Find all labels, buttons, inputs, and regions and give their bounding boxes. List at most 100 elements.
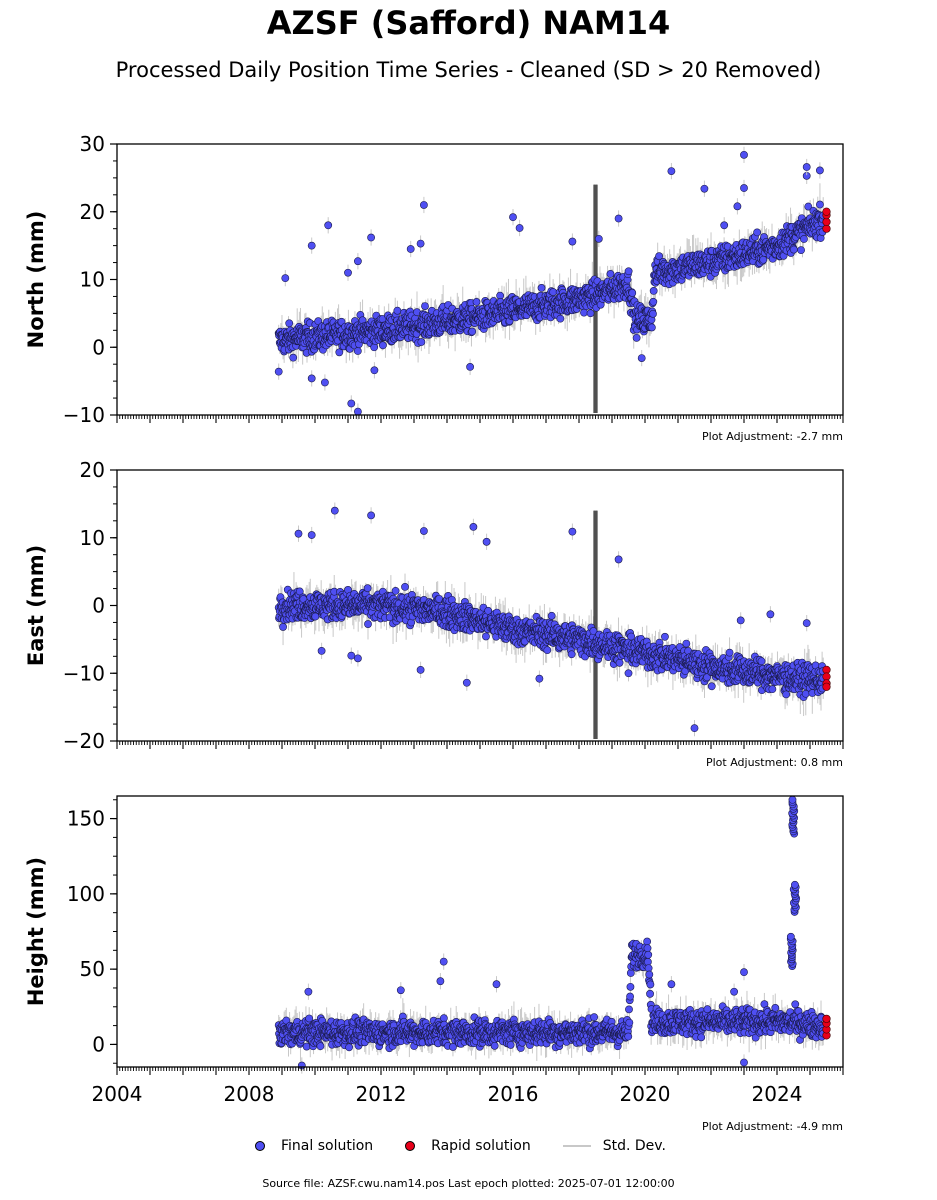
chart-title: AZSF (Safford) NAM14 xyxy=(266,4,671,42)
final-solution-point xyxy=(733,202,742,211)
final-solution-point xyxy=(740,184,748,192)
final-solution-point xyxy=(469,523,478,531)
final-solution-point xyxy=(391,586,400,595)
final-solution-point xyxy=(624,267,633,276)
final-solution-point xyxy=(606,270,615,278)
final-solution-point xyxy=(294,529,303,538)
plot-frame xyxy=(116,143,844,416)
final-solution-point xyxy=(468,327,477,336)
final-solution-point xyxy=(419,201,428,209)
final-solution-point xyxy=(364,620,372,628)
final-solution-point xyxy=(800,235,808,243)
final-solution-point xyxy=(367,511,375,520)
final-solution-point xyxy=(314,317,323,326)
final-solution-point xyxy=(515,224,524,232)
final-solution-point xyxy=(347,399,356,408)
final-solution-point xyxy=(649,297,658,306)
final-solution-point xyxy=(766,610,775,619)
y-axis-label: North (mm) xyxy=(24,211,48,349)
final-solution-point xyxy=(637,354,646,362)
final-solution-point xyxy=(466,362,474,371)
final-solution-point xyxy=(353,347,362,355)
final-solution-point xyxy=(416,239,425,248)
final-solution-point xyxy=(401,582,409,591)
final-solution-point xyxy=(628,289,637,297)
final-solution-point xyxy=(580,308,588,317)
final-solution-point xyxy=(797,246,805,255)
final-solution-point xyxy=(289,353,298,362)
y-tick-label: 20 xyxy=(80,200,105,224)
final-solution-point xyxy=(661,632,669,641)
final-solution-point xyxy=(700,184,709,193)
y-tick-label: 0 xyxy=(92,335,105,359)
final-solution-point xyxy=(740,150,748,159)
y-tick-label: −10 xyxy=(63,403,105,427)
y-tick-label: 10 xyxy=(80,268,105,292)
final-solution-point xyxy=(320,378,329,387)
final-solution-point xyxy=(556,314,565,323)
final-solution-point xyxy=(753,228,762,237)
final-solution-point xyxy=(324,221,333,230)
rapid-solution-point xyxy=(822,207,831,216)
final-solution-point xyxy=(757,657,766,666)
final-solution-point xyxy=(363,584,372,593)
y-tick-label: 30 xyxy=(80,132,105,156)
final-solution-point xyxy=(632,333,641,342)
final-solution-point xyxy=(353,257,362,266)
final-solution-point xyxy=(393,306,402,315)
final-solution-point xyxy=(549,288,558,296)
final-solution-point xyxy=(281,274,290,283)
final-solution-point xyxy=(647,323,656,332)
final-solution-point xyxy=(406,245,415,253)
final-solution-point xyxy=(690,724,699,733)
final-solution-point xyxy=(472,298,481,306)
final-solution-point xyxy=(567,650,576,659)
final-solution-point xyxy=(537,284,546,292)
final-solution-point xyxy=(543,646,552,655)
rapid-solution-point xyxy=(822,665,831,674)
final-solution-point xyxy=(649,286,658,295)
final-solution-point xyxy=(274,367,283,376)
final-solution-point xyxy=(370,366,379,375)
final-solution-point xyxy=(568,527,577,536)
rapid-solution-point xyxy=(822,672,831,681)
final-solution-point xyxy=(789,245,798,254)
final-solution-point xyxy=(667,167,676,175)
rapid-solution-point xyxy=(822,217,831,227)
final-solution-point xyxy=(802,619,811,628)
y-tick-label: 0 xyxy=(92,594,105,618)
final-solution-point xyxy=(330,506,339,515)
final-solution-point xyxy=(311,612,320,621)
final-solution-point xyxy=(317,646,326,655)
final-solution-point xyxy=(802,163,811,171)
final-solution-point xyxy=(417,338,426,346)
final-solution-point xyxy=(509,213,517,222)
final-solution-point xyxy=(419,527,428,535)
final-solution-point xyxy=(615,658,624,667)
final-solution-point xyxy=(720,221,729,230)
final-solution-point xyxy=(416,665,425,674)
y-tick-label: −10 xyxy=(63,661,105,685)
final-solution-point xyxy=(816,166,824,175)
final-solution-point xyxy=(279,623,287,631)
plot-adjustment-label: Plot Adjustment: -2.7 mm xyxy=(702,430,843,443)
final-solution-point xyxy=(586,309,595,318)
final-solution-point xyxy=(725,648,734,657)
chart-subtitle: Processed Daily Position Time Series - C… xyxy=(115,58,822,82)
final-solution-point xyxy=(707,682,716,691)
final-solution-point xyxy=(547,611,556,620)
plot-adjustment-label: Plot Adjustment: 0.8 mm xyxy=(706,756,843,769)
final-solution-point xyxy=(347,651,356,660)
y-tick-label: −20 xyxy=(63,729,105,753)
final-solution-point xyxy=(484,606,493,615)
final-solution-point xyxy=(285,319,294,328)
final-solution-point xyxy=(768,685,777,694)
final-solution-point xyxy=(307,531,316,539)
final-solution-point xyxy=(307,241,316,250)
final-solution-point xyxy=(378,341,387,350)
rapid-solution-point xyxy=(822,682,831,691)
final-solution-point xyxy=(816,200,824,209)
final-solution-point xyxy=(482,537,491,546)
y-axis-label: East (mm) xyxy=(24,545,48,666)
